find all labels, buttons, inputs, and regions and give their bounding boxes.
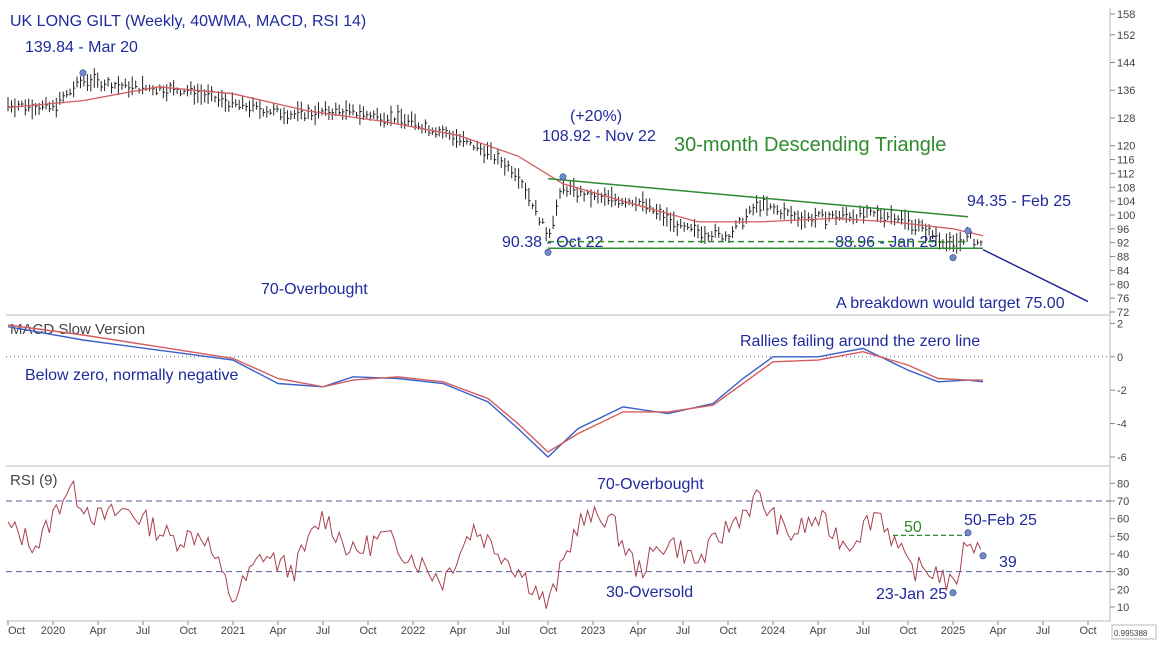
price-marker-point	[949, 254, 957, 262]
x-tick-label: Oct	[719, 625, 736, 637]
y-tick-label: 96	[1117, 224, 1129, 236]
rsi-marker-point	[979, 552, 987, 560]
x-tick-label: 2023	[581, 625, 605, 637]
x-tick-label: Apr	[449, 625, 466, 637]
x-tick-label: Apr	[629, 625, 646, 637]
x-tick-label: Oct	[359, 625, 376, 637]
y-tick-label: 108	[1117, 182, 1135, 194]
x-tick-label: 2020	[41, 625, 65, 637]
y-tick-label: 144	[1117, 58, 1135, 70]
y-tick-label: 20	[1117, 584, 1129, 596]
x-tick-label: 2022	[401, 625, 425, 637]
y-tick-label: 136	[1117, 85, 1135, 97]
rsi-panel-title: RSI (9)	[10, 472, 58, 489]
y-tick-label: 84	[1117, 265, 1129, 277]
y-tick-label: 30	[1117, 567, 1129, 579]
y-tick-label: 72	[1117, 307, 1129, 319]
y-tick-label: -6	[1117, 452, 1127, 464]
rsi-marker-point	[964, 529, 972, 537]
rsi-marker-point	[949, 589, 957, 597]
annotation-low-oct22: 90.38 - Oct 22	[502, 234, 603, 251]
y-tick-label: 104	[1117, 196, 1135, 208]
annotation-rallies-failing: Rallies failing around the zero line	[740, 333, 980, 350]
corner-label-box	[1111, 624, 1157, 640]
annotation-rsi-39: 39	[999, 554, 1017, 571]
annotation-breakdown-target: A breakdown would target 75.00	[836, 295, 1065, 312]
x-tick-label: Oct	[539, 625, 556, 637]
y-tick-label: 0	[1117, 352, 1123, 364]
y-tick-label: -2	[1117, 385, 1127, 397]
y-tick-label: 70	[1117, 496, 1129, 508]
y-tick-label: 116	[1117, 155, 1135, 167]
annotation-rsi-23-jan25: 23-Jan 25	[876, 586, 947, 603]
y-tick-label: 50	[1117, 531, 1129, 543]
x-tick-label: 2024	[761, 625, 785, 637]
price-panel-title: UK LONG GILT (Weekly, 40WMA, MACD, RSI 1…	[10, 13, 366, 30]
chart-marks: 1581521441361281201161121081041009692888…	[6, 9, 1135, 637]
corner-label: 0.995388	[1114, 629, 1148, 638]
x-tick-label: Apr	[89, 625, 106, 637]
annotation-rsi-50: 50	[904, 519, 922, 536]
x-tick-label: Apr	[809, 625, 826, 637]
x-tick-label: Jul	[136, 625, 150, 637]
x-tick-label: Jul	[1036, 625, 1050, 637]
annotation-rsi-50-feb25: 50-Feb 25	[964, 512, 1037, 529]
x-tick-label: Jul	[496, 625, 510, 637]
y-tick-label: 152	[1117, 30, 1135, 42]
x-tick-label: Jul	[856, 625, 870, 637]
macd-signal-line	[7, 324, 983, 453]
x-tick-label: Oct	[179, 625, 196, 637]
price-marker-point	[79, 69, 87, 77]
annotation-plus20pct: (+20%)	[570, 108, 622, 125]
x-tick-label: 2025	[941, 625, 965, 637]
x-tick-label: Jul	[316, 625, 330, 637]
y-tick-label: 120	[1117, 141, 1135, 153]
y-tick-label: 92	[1117, 238, 1129, 250]
y-tick-label: -4	[1117, 419, 1127, 431]
annotation-high-nov22: 108.92 - Nov 22	[542, 128, 656, 145]
wma40-line	[7, 86, 984, 237]
annotation-triangle: 30-month Descending Triangle	[674, 134, 946, 156]
y-tick-label: 80	[1117, 279, 1129, 291]
y-tick-label: 2	[1117, 318, 1123, 330]
x-tick-label: 2021	[221, 625, 245, 637]
annotation-rsi-overbought: 70-Overbought	[597, 476, 704, 493]
y-tick-label: 128	[1117, 113, 1135, 125]
x-tick-label: Jul	[676, 625, 690, 637]
price-marker-point	[544, 248, 552, 256]
y-tick-label: 60	[1117, 514, 1129, 526]
rsi-line	[7, 479, 982, 609]
x-tick-label: Apr	[269, 625, 286, 637]
y-tick-label: 40	[1117, 549, 1129, 561]
y-tick-label: 112	[1117, 168, 1135, 180]
y-tick-label: 158	[1117, 9, 1135, 21]
x-tick-label: Oct	[899, 625, 916, 637]
y-tick-label: 80	[1117, 478, 1129, 490]
x-tick-label: Oct	[1079, 625, 1096, 637]
price-marker-point	[964, 227, 972, 235]
x-tick-label: Apr	[989, 625, 1006, 637]
annotation-high-mar20: 139.84 - Mar 20	[25, 39, 138, 56]
price-marker-point	[559, 173, 567, 181]
y-tick-label: 100	[1117, 210, 1135, 222]
annotation-rsi-oversold: 30-Oversold	[606, 584, 693, 601]
annotation-below-zero: Below zero, normally negative	[25, 367, 239, 384]
annotation-low-jan25: 88.96 - Jan 25	[835, 234, 937, 251]
x-tick-label: Oct	[8, 625, 25, 637]
macd-panel-title: MACD Slow Version	[10, 321, 145, 338]
price-line-target	[982, 248, 1089, 303]
annotation-overbought-price: 70-Overbought	[261, 281, 368, 298]
price-line-resistance	[547, 177, 969, 218]
y-tick-label: 76	[1117, 293, 1129, 305]
y-tick-label: 88	[1117, 252, 1129, 264]
y-tick-label: 10	[1117, 602, 1129, 614]
annotation-feb25: 94.35 - Feb 25	[967, 193, 1071, 210]
